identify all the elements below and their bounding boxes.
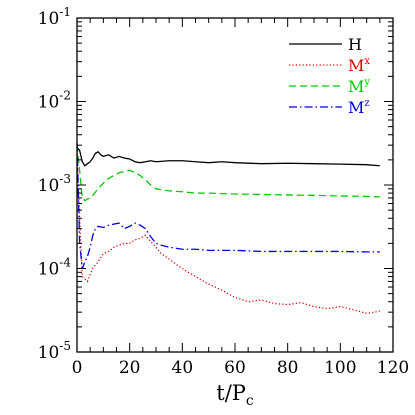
x-axis-title: t/Pc — [216, 381, 254, 409]
legend-label: H — [348, 35, 362, 54]
y-tick-label: 10-5 — [38, 339, 71, 363]
x-tick-label: 20 — [119, 358, 141, 378]
y-tick-label: 10-4 — [38, 256, 72, 280]
axis-ticks — [76, 17, 394, 353]
x-tick-label: 60 — [224, 358, 246, 378]
legend-label: My — [348, 77, 370, 96]
series-line-h — [76, 147, 380, 167]
y-tick-label: 10-1 — [38, 5, 71, 29]
x-axis-title-subscript: c — [246, 393, 254, 409]
x-tick-label: 80 — [277, 358, 299, 378]
series-line-mx — [76, 147, 380, 315]
legend-label: Mx — [348, 56, 370, 75]
y-tick-label: 10-3 — [38, 172, 71, 196]
series-lines — [76, 142, 380, 315]
series-line-mz — [76, 142, 380, 269]
plot-frame — [76, 17, 394, 353]
series-line-my — [76, 145, 380, 202]
x-tick-label: 100 — [324, 358, 356, 378]
x-axis-title-main: t/P — [216, 381, 246, 405]
x-tick-label: 120 — [377, 358, 409, 378]
x-tick-label: 40 — [172, 358, 194, 378]
x-tick-label: 0 — [72, 358, 83, 378]
tick-labels: 0 20 40 60 80 100 120 10-5 10-4 10-3 10-2 10-1 — [38, 5, 410, 378]
legend: H Mx My Mz — [289, 35, 370, 117]
legend-label: Mz — [348, 98, 370, 117]
y-tick-label: 10-2 — [38, 89, 71, 113]
